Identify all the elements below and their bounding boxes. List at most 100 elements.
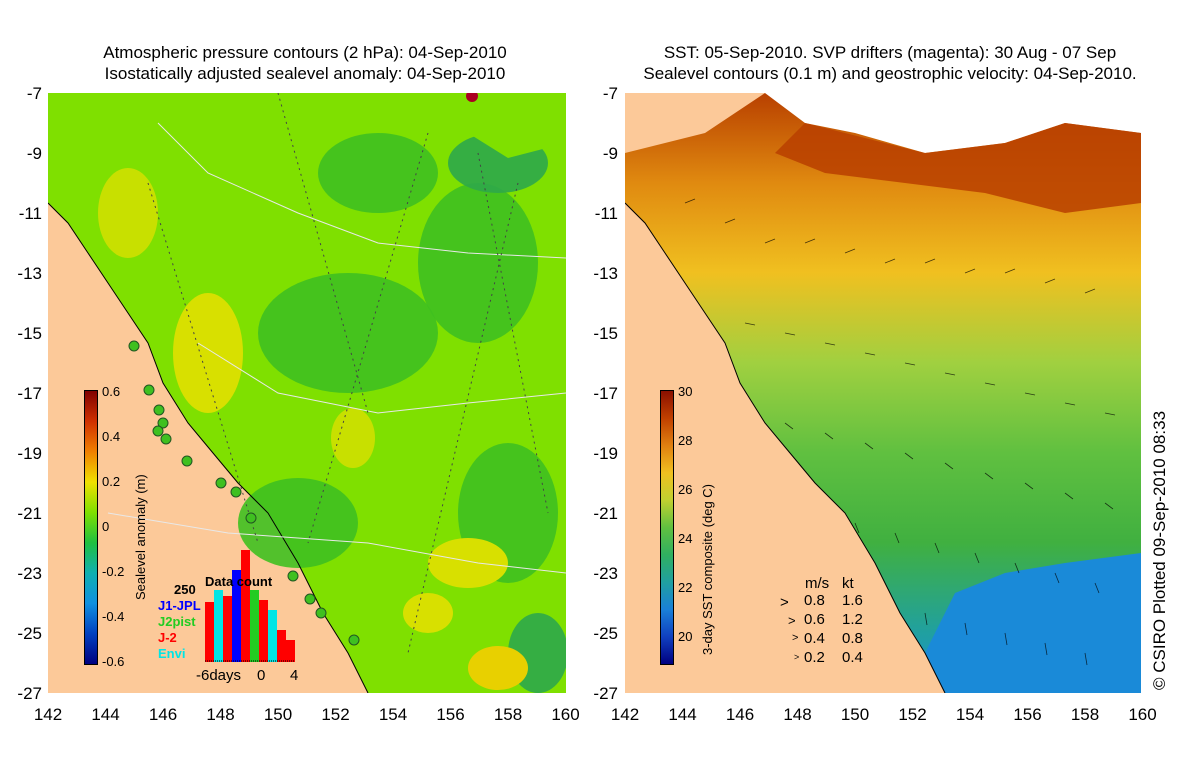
velocity-arrows — [684, 198, 1116, 666]
y-tick-label: -27 — [593, 684, 618, 703]
x-tick-label: 142 — [33, 705, 63, 724]
histogram-bar — [286, 640, 295, 662]
sst-map — [625, 93, 1141, 693]
sst-ocean-area — [625, 93, 1141, 693]
anomaly-high — [173, 293, 243, 413]
x-tick-label: 150 — [840, 705, 870, 724]
x-tick-label: 142 — [610, 705, 640, 724]
anomaly-high — [331, 408, 375, 468]
x-tick-label: 152 — [898, 705, 927, 724]
drifter-marker — [466, 93, 478, 102]
x-tick-label: 148 — [206, 705, 235, 724]
histogram-bar — [205, 602, 214, 662]
right-title-line2: Sealevel contours (0.1 m) and geostrophi… — [643, 64, 1137, 83]
sealevel-colorbar — [84, 390, 98, 665]
y-tick-label: -25 — [17, 624, 42, 643]
histogram-title: Data count — [205, 574, 273, 589]
histogram-bar — [241, 550, 250, 662]
legend-j2pist: J2pist — [158, 614, 196, 629]
sealevel-tick: 0.4 — [102, 429, 121, 444]
left-title-line1: Atmospheric pressure contours (2 hPa): 0… — [103, 43, 507, 62]
y-tick-label: -13 — [593, 264, 618, 283]
x-tick-label: 154 — [955, 705, 985, 724]
sealevel-anomaly-map — [48, 93, 566, 693]
cool-water — [925, 553, 1141, 693]
png-land — [348, 93, 566, 158]
vector-ms-value: 0.4 — [804, 630, 825, 647]
vector-arrow-icon: > — [792, 632, 799, 644]
x-tick-label: 146 — [725, 705, 755, 724]
y-tick-label: -13 — [17, 264, 42, 283]
y-tick-label: -27 — [17, 684, 42, 703]
pressure-contour — [107, 512, 566, 574]
vector-arrow-icon: > — [780, 594, 789, 611]
tide-gauge-dots — [128, 340, 360, 646]
y-tick-label: -25 — [593, 624, 618, 643]
sst-colorbar-title: 3-day SST composite (deg C) — [700, 484, 715, 655]
histogram-max-label: 250 — [174, 582, 196, 597]
vector-arrow-icon: > — [794, 652, 800, 662]
x-tick-label: 146 — [148, 705, 178, 724]
histogram-bar — [268, 610, 277, 662]
satellite-track — [277, 93, 369, 414]
x-tick-label: 144 — [91, 705, 120, 724]
histogram-bar — [223, 596, 232, 662]
x-tick-label: 158 — [1070, 705, 1100, 724]
x-tick-label: 154 — [378, 705, 408, 724]
y-tick-label: -9 — [602, 144, 618, 163]
anomaly-high — [468, 646, 528, 690]
vector-legend-header-kt: kt — [842, 575, 854, 592]
histogram-bar — [259, 600, 268, 662]
satellite-track — [147, 182, 259, 544]
vector-ms-value: 0.2 — [804, 649, 825, 666]
anomaly-high — [428, 538, 508, 588]
legend-j1-jpl: J1-JPL — [158, 598, 201, 613]
x-tick-label: 150 — [263, 705, 293, 724]
sst-tick: 20 — [678, 629, 693, 644]
histogram-bar — [277, 630, 286, 662]
y-tick-label: -21 — [593, 504, 618, 523]
x-tick-label: 148 — [783, 705, 812, 724]
satellite-track — [477, 152, 549, 514]
histogram-xtick: -6days — [196, 667, 242, 684]
sealevel-tick: -0.2 — [102, 564, 125, 579]
y-tick-label: -23 — [593, 564, 618, 583]
y-tick-label: -23 — [17, 564, 42, 583]
y-tick-label: -15 — [17, 324, 42, 343]
anomaly-blob — [318, 133, 438, 213]
sst-tick: 22 — [678, 580, 693, 595]
vector-kt-value: 0.4 — [842, 649, 863, 666]
y-tick-label: -11 — [594, 204, 618, 223]
sst-tick: 30 — [678, 384, 693, 399]
x-tick-label: 156 — [436, 705, 465, 724]
pressure-contour — [197, 342, 566, 414]
histogram-bar — [250, 590, 259, 662]
vector-legend-header-ms: m/s — [805, 575, 830, 592]
vector-kt-value: 1.6 — [842, 592, 863, 609]
histogram-bars — [205, 550, 295, 662]
right-map-panel — [625, 93, 1141, 693]
vector-ms-value: 0.6 — [804, 611, 825, 628]
histogram-xtick: 0 — [257, 667, 266, 684]
y-tick-label: -11 — [18, 204, 42, 223]
data-count-histogram — [205, 540, 295, 662]
x-tick-label: 144 — [668, 705, 697, 724]
y-tick-label: -9 — [26, 144, 42, 163]
pressure-contour — [157, 122, 566, 259]
y-tick-label: -19 — [593, 444, 618, 463]
satellite-track — [407, 182, 519, 654]
right-title-line1: SST: 05-Sep-2010. SVP drifters (magenta)… — [663, 43, 1117, 62]
sst-colorbar — [660, 390, 674, 665]
anomaly-blob — [238, 478, 358, 568]
cloud-mask — [765, 93, 1141, 153]
sealevel-tick: 0.2 — [102, 474, 121, 489]
x-tick-label: 160 — [1128, 705, 1157, 724]
histogram-bar — [214, 590, 223, 662]
y-tick-label: -21 — [17, 504, 42, 523]
anomaly-high — [98, 168, 158, 258]
sst-tick: 28 — [678, 433, 693, 448]
sealevel-tick: 0 — [102, 519, 110, 534]
anomaly-high — [403, 593, 453, 633]
y-tick-label: -17 — [17, 384, 42, 403]
vector-arrow-icon: > — [788, 613, 796, 628]
